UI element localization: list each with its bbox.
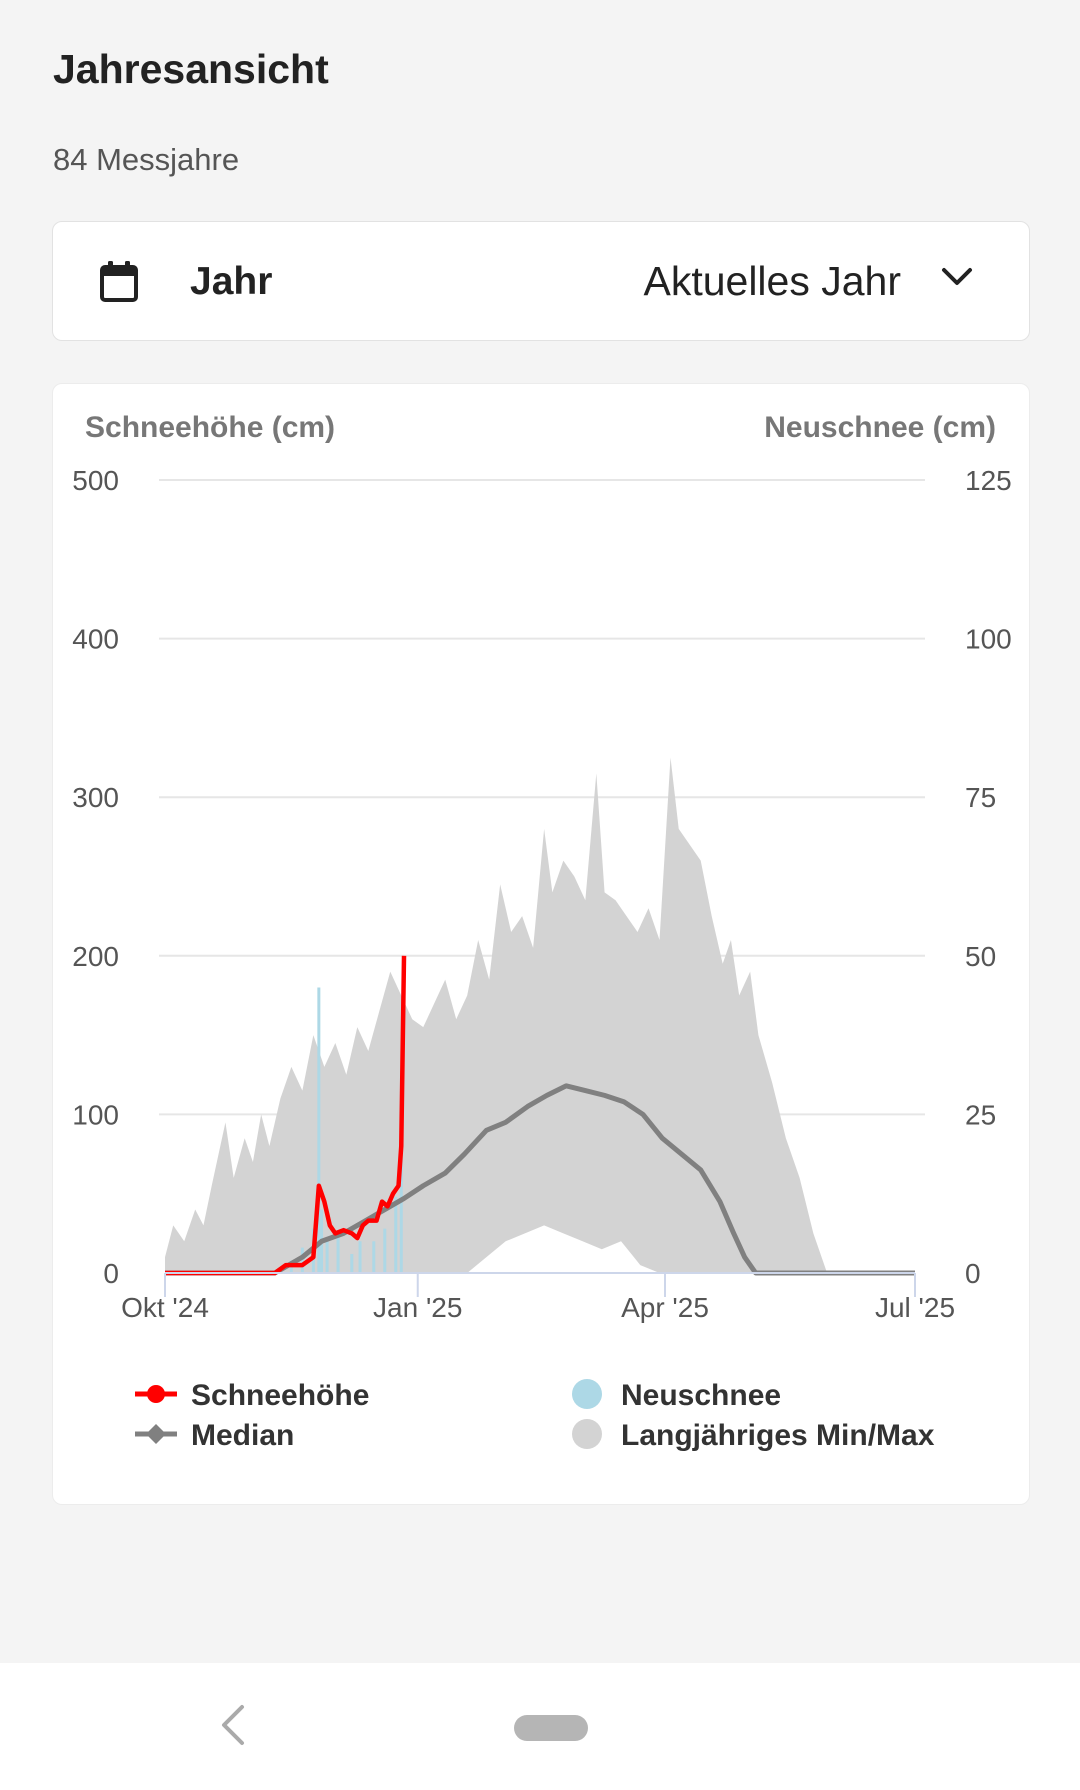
minmax-band [165,757,915,1273]
legend-median-label: Median [191,1419,294,1452]
system-navigation-bar [0,1663,1080,1790]
x-tick-label: Apr '25 [621,1292,709,1323]
y-tick-right: 0 [965,1258,981,1289]
legend-schneehoehe-label: Schneehöhe [191,1379,369,1412]
back-icon[interactable] [218,1703,248,1752]
y-axis-right-label: Neuschnee (cm) [764,411,996,444]
calendar-icon [99,260,139,309]
chevron-down-icon[interactable] [941,266,973,293]
y-tick-right: 25 [965,1099,996,1130]
legend-neuschnee-label: Neuschnee [621,1379,781,1412]
y-tick-left: 200 [72,941,119,972]
x-tick-label: Okt '24 [121,1292,209,1323]
y-tick-left: 100 [72,1099,119,1130]
schneehoehe-line [165,955,407,1276]
legend-minmax-marker [572,1419,602,1449]
chart-card: Schneehöhe (cm) Neuschnee (cm) 500 400 300… [52,383,1030,1505]
page-title: Jahresansicht [53,46,329,92]
snow-depth-chart: Schneehöhe (cm) Neuschnee (cm) 500400300… [72,411,1012,1452]
y-tick-left: 0 [103,1258,119,1289]
y-axis-left-label: Schneehöhe (cm) [85,411,335,444]
y-tick-left: 300 [72,782,119,813]
measurement-years-count: 84 Messjahre [53,142,240,177]
median-line [165,1083,915,1276]
legend-minmax-label: Langjähriges Min/Max [621,1419,935,1452]
legend-median-marker [146,1424,166,1444]
y-tick-left: 500 [72,465,119,496]
y-tick-left: 400 [72,624,119,655]
y-tick-right: 125 [965,465,1012,496]
y-tick-right: 75 [965,782,996,813]
legend-schneehoehe-marker [147,1385,165,1403]
y-tick-right: 100 [965,624,1012,655]
y-tick-right: 50 [965,941,996,972]
x-tick-label: Jul '25 [875,1292,955,1323]
legend-neuschnee-marker [572,1379,602,1409]
chart-legend: Schneehöhe Median Neuschnee Langjähriges Mi… [135,1379,935,1452]
x-tick-label: Jan '25 [373,1292,462,1323]
year-selector[interactable]: Jahr Aktuelles Jahr [52,221,1030,341]
year-selector-label: Jahr [190,260,273,303]
home-pill[interactable] [514,1715,588,1741]
year-selector-value[interactable]: Aktuelles Jahr [643,258,901,304]
